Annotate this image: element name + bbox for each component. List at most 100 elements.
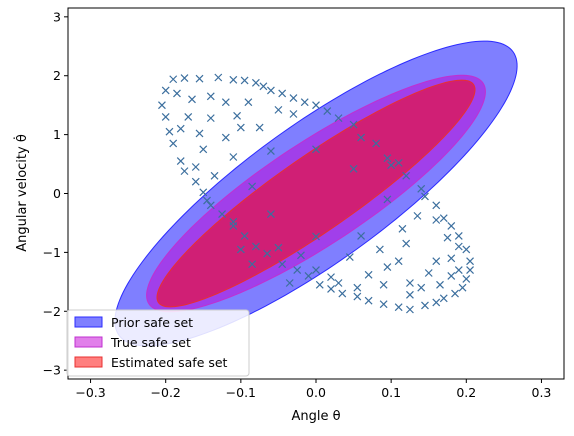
x-tick-label: 0.0 xyxy=(306,385,326,400)
sample-marker xyxy=(462,274,471,283)
legend-entry: True safe set xyxy=(110,335,191,350)
sample-marker xyxy=(191,177,200,186)
sample-marker xyxy=(379,280,388,289)
sample-marker xyxy=(454,266,463,274)
sample-marker xyxy=(375,245,384,254)
sample-marker xyxy=(383,154,392,163)
sample-marker xyxy=(285,279,294,287)
sample-marker xyxy=(439,214,448,223)
sample-marker xyxy=(421,301,429,310)
y-axis-label: Angular velocity θ̇ xyxy=(14,134,30,252)
sample-marker xyxy=(188,95,196,104)
sample-marker xyxy=(439,294,448,303)
sample-marker xyxy=(214,73,223,82)
sample-marker xyxy=(432,298,441,307)
legend-swatch xyxy=(74,316,103,328)
sample-marker xyxy=(394,303,403,312)
x-tick-label: −0.1 xyxy=(226,385,256,400)
sample-marker xyxy=(334,279,343,287)
sample-marker xyxy=(402,171,411,180)
sample-marker xyxy=(447,254,456,263)
legend-swatch xyxy=(74,356,103,368)
sample-marker xyxy=(312,145,320,154)
y-tick-label: 3 xyxy=(53,9,61,24)
sample-marker xyxy=(158,101,166,110)
sample-marker xyxy=(312,101,320,110)
sample-marker xyxy=(402,239,411,248)
sample-marker xyxy=(206,114,215,123)
legend-box xyxy=(66,309,250,377)
sample-marker xyxy=(266,86,275,95)
y-axis-ticks: −3 −2 −1 0 1 2 3 xyxy=(43,9,68,378)
sample-marker xyxy=(379,300,388,309)
safe-set-regions xyxy=(114,40,518,347)
sample-marker xyxy=(289,94,298,103)
sample-marker xyxy=(338,289,347,298)
sample-marker xyxy=(357,133,366,142)
sample-marker xyxy=(195,74,204,83)
sample-marker xyxy=(229,217,238,226)
sample-marker xyxy=(180,74,189,83)
sample-marker xyxy=(259,82,268,91)
sample-marker xyxy=(364,296,373,305)
sample-marker xyxy=(387,161,396,170)
y-tick-label: 0 xyxy=(53,186,61,201)
sample-marker xyxy=(199,145,208,154)
y-tick-label: 2 xyxy=(53,68,61,83)
sample-marker xyxy=(458,283,467,292)
sample-marker xyxy=(421,192,429,201)
sample-marker xyxy=(300,98,309,107)
sample-marker xyxy=(210,171,219,180)
sample-marker xyxy=(199,188,208,197)
sample-marker xyxy=(406,279,414,287)
legend-entry: Estimated safe set xyxy=(111,355,228,370)
sample-marker xyxy=(176,157,185,166)
sample-marker xyxy=(255,123,264,132)
sample-marker xyxy=(244,98,253,107)
sample-marker xyxy=(221,98,230,107)
sample-marker xyxy=(413,211,422,220)
sample-marker xyxy=(454,231,463,240)
sample-marker xyxy=(169,75,178,84)
sample-marker xyxy=(233,111,242,120)
sample-marker xyxy=(466,257,474,266)
sample-marker xyxy=(312,232,320,241)
sample-marker xyxy=(424,269,433,277)
sample-marker xyxy=(221,133,230,142)
y-tick-label: −3 xyxy=(43,363,61,378)
legend-entry: Prior safe set xyxy=(111,315,193,330)
sample-marker xyxy=(278,89,287,98)
sample-marker xyxy=(206,201,215,210)
sample-marker xyxy=(173,89,181,98)
sample-marker xyxy=(443,233,452,242)
y-tick-label: 1 xyxy=(53,127,61,142)
sample-marker xyxy=(248,182,257,191)
sample-marker xyxy=(161,86,170,95)
sample-marker xyxy=(432,216,441,224)
sample-marker xyxy=(229,153,238,161)
x-tick-label: 0.1 xyxy=(381,385,401,400)
sample-marker xyxy=(236,123,245,132)
sample-marker xyxy=(274,105,283,114)
sample-marker xyxy=(447,221,456,230)
sample-marker xyxy=(406,305,414,314)
sample-marker xyxy=(161,113,170,121)
x-tick-label: 0.3 xyxy=(532,385,552,400)
sample-marker xyxy=(191,163,200,171)
sample-marker xyxy=(312,266,320,274)
sample-marker xyxy=(345,253,354,262)
sample-marker xyxy=(451,289,459,298)
sample-marker xyxy=(417,283,426,292)
sample-marker xyxy=(251,78,260,87)
sample-marker xyxy=(180,167,189,176)
sample-marker xyxy=(327,273,335,282)
y-tick-label: −1 xyxy=(43,245,61,260)
sample-marker xyxy=(240,76,249,85)
sample-marker xyxy=(432,257,441,266)
x-tick-label: −0.2 xyxy=(151,385,181,400)
sample-markers xyxy=(158,73,474,314)
sample-marker xyxy=(278,260,287,269)
x-axis-ticks: −0.3 −0.2 −0.1 0.0 0.1 0.2 0.3 xyxy=(75,379,551,400)
sample-marker xyxy=(297,251,305,260)
